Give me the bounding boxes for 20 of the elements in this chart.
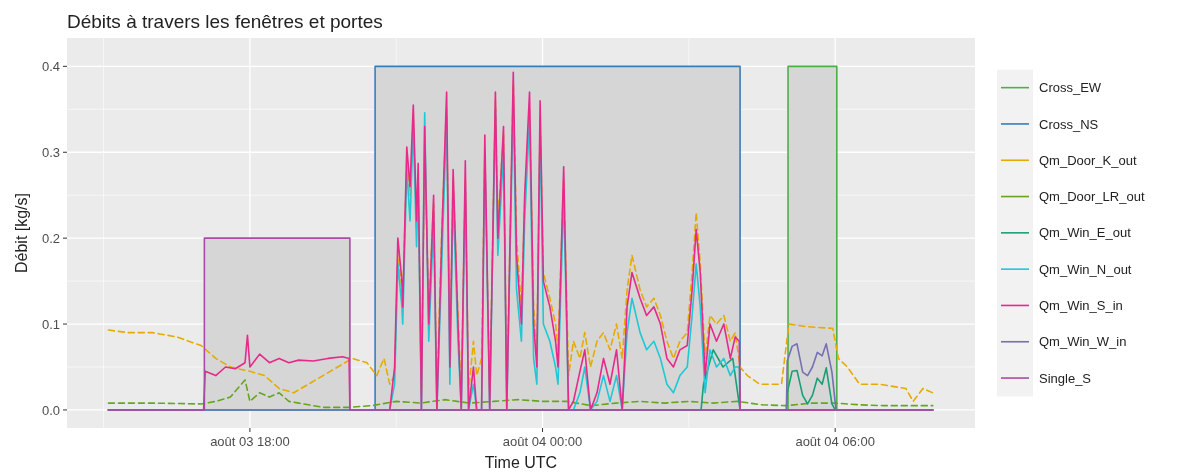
x-tick-label: août 04 06:00 xyxy=(795,434,875,449)
y-tick-label: 0.4 xyxy=(41,58,60,74)
chart-title: Débits à travers les fenêtres et portes xyxy=(67,11,383,32)
legend-label: Cross_NS xyxy=(1039,116,1099,132)
legend-label: Qm_Win_N_out xyxy=(1039,261,1132,277)
legend-label: Qm_Win_E_out xyxy=(1039,225,1132,241)
x-tick-label: août 03 18:00 xyxy=(210,434,290,449)
y-axis-title: Débit [kg/s] xyxy=(13,192,30,274)
legend-label: Qm_Door_K_out xyxy=(1039,152,1137,168)
legend-label: Qm_Door_LR_out xyxy=(1039,189,1145,205)
legend-label: Single_S xyxy=(1039,370,1092,386)
y-tick-label: 0.2 xyxy=(41,230,60,246)
y-tick-label: 0.0 xyxy=(41,402,60,418)
x-axis-title: Time UTC xyxy=(484,454,558,471)
legend-label: Cross_EW xyxy=(1039,80,1102,96)
x-tick-label: août 04 00:00 xyxy=(502,434,583,449)
y-tick-label: 0.1 xyxy=(41,316,60,332)
legend-label: Qm_Win_W_in xyxy=(1039,334,1127,350)
y-tick-label: 0.3 xyxy=(41,144,60,160)
legend-label: Qm_Win_S_in xyxy=(1039,298,1123,313)
